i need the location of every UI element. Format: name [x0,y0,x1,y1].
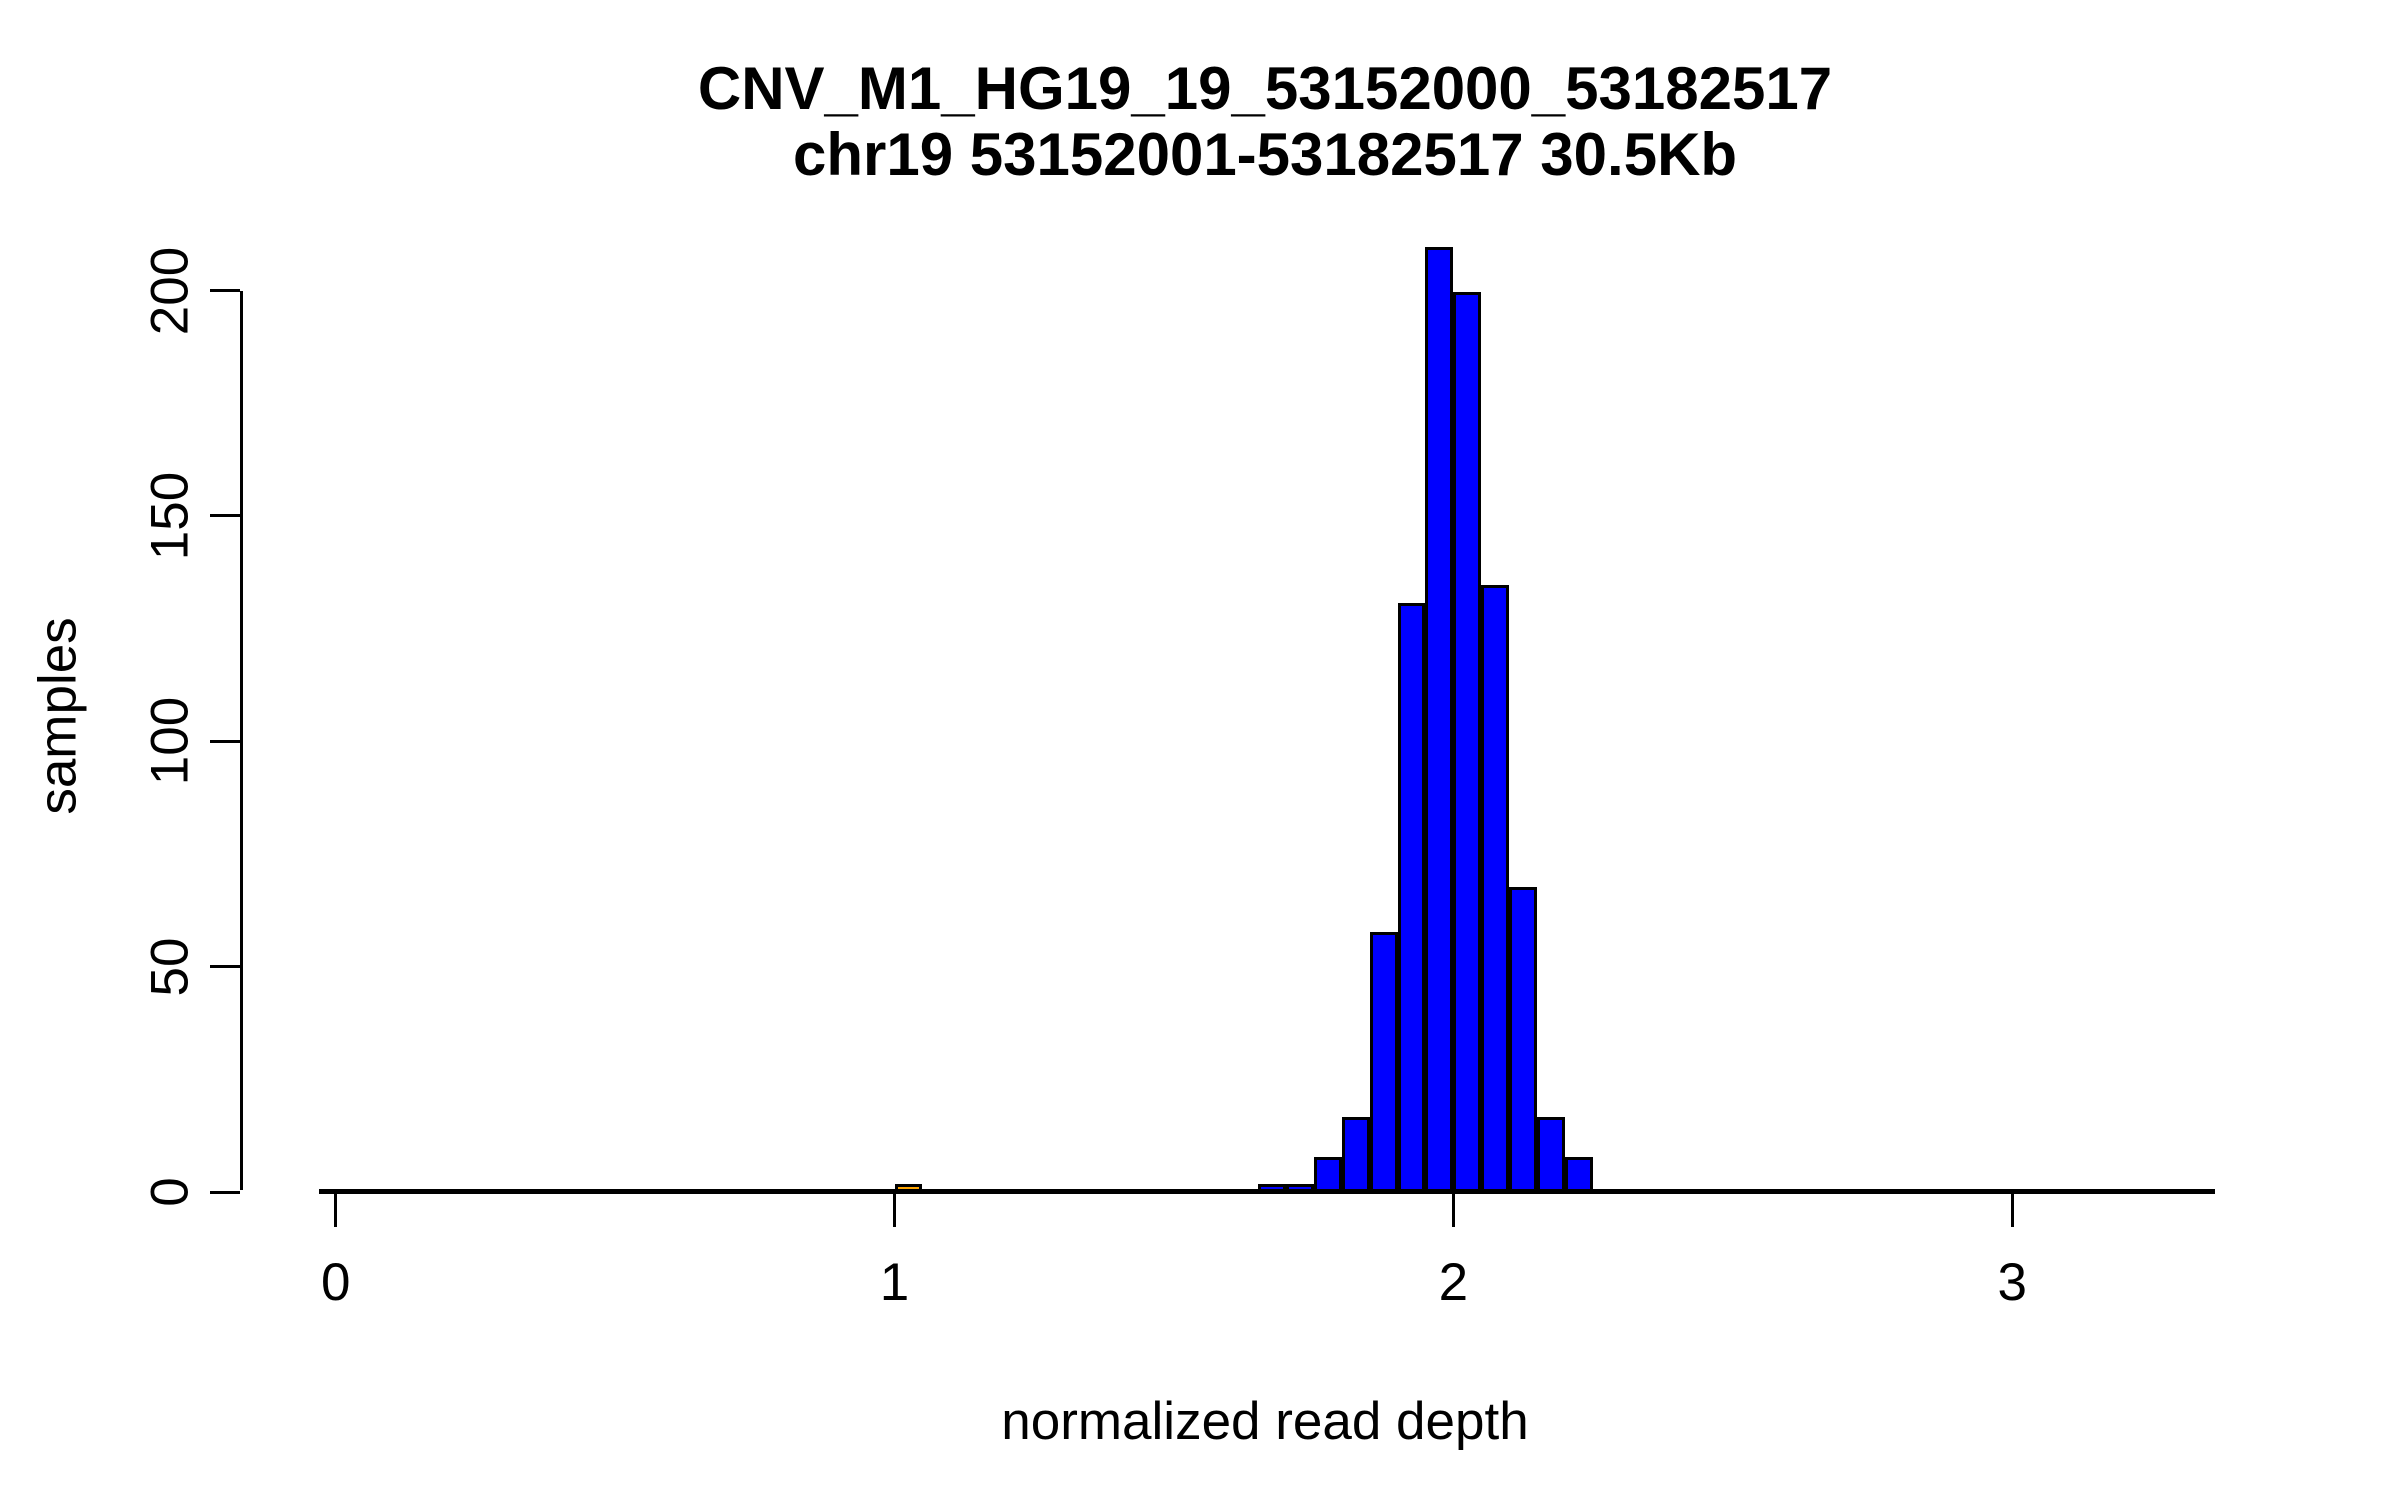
x-tick [1451,1194,1455,1227]
y-tick-label: 50 [140,937,200,997]
y-tick [210,965,240,969]
y-axis-line [240,290,243,1190]
y-axis-label: samples [28,617,88,815]
y-tick [210,514,240,518]
histogram-bar [1341,1116,1370,1192]
x-tick [2010,1194,2014,1227]
histogram-bar [1369,932,1398,1192]
y-tick-label: 150 [140,471,200,561]
y-tick-label: 100 [140,697,200,786]
y-tick-label: 0 [140,1177,200,1207]
x-tick-label: 0 [320,1253,351,1312]
y-tick [210,289,240,293]
histogram-bar [1453,292,1482,1192]
histogram-bar [1481,585,1510,1192]
histogram-bar [1425,247,1454,1192]
histogram-bar [1285,1184,1314,1192]
histogram-bar [1313,1157,1342,1192]
histogram-bar [1537,1116,1566,1192]
y-tick [210,1190,240,1194]
x-tick [893,1194,897,1227]
histogram-bar [1509,887,1538,1192]
chart-title-line1: CNV_M1_HG19_19_53152000_53182517 [697,55,1833,122]
x-tick-label: 3 [1997,1253,2028,1312]
histogram-bar-highlight [894,1184,923,1192]
y-tick [210,739,240,743]
x-tick-label: 2 [1438,1253,1469,1312]
y-tick-label: 200 [140,246,200,335]
histogram-bar [1565,1157,1594,1192]
x-tick [334,1194,338,1227]
x-tick-label: 1 [879,1253,910,1312]
chart-title-line2: chr19 53152001-53182517 30.5Kb [792,121,1738,188]
histogram-bar [1257,1184,1286,1192]
histogram-bar [1397,603,1426,1192]
x-axis-label: normalized read depth [1001,1392,1529,1451]
